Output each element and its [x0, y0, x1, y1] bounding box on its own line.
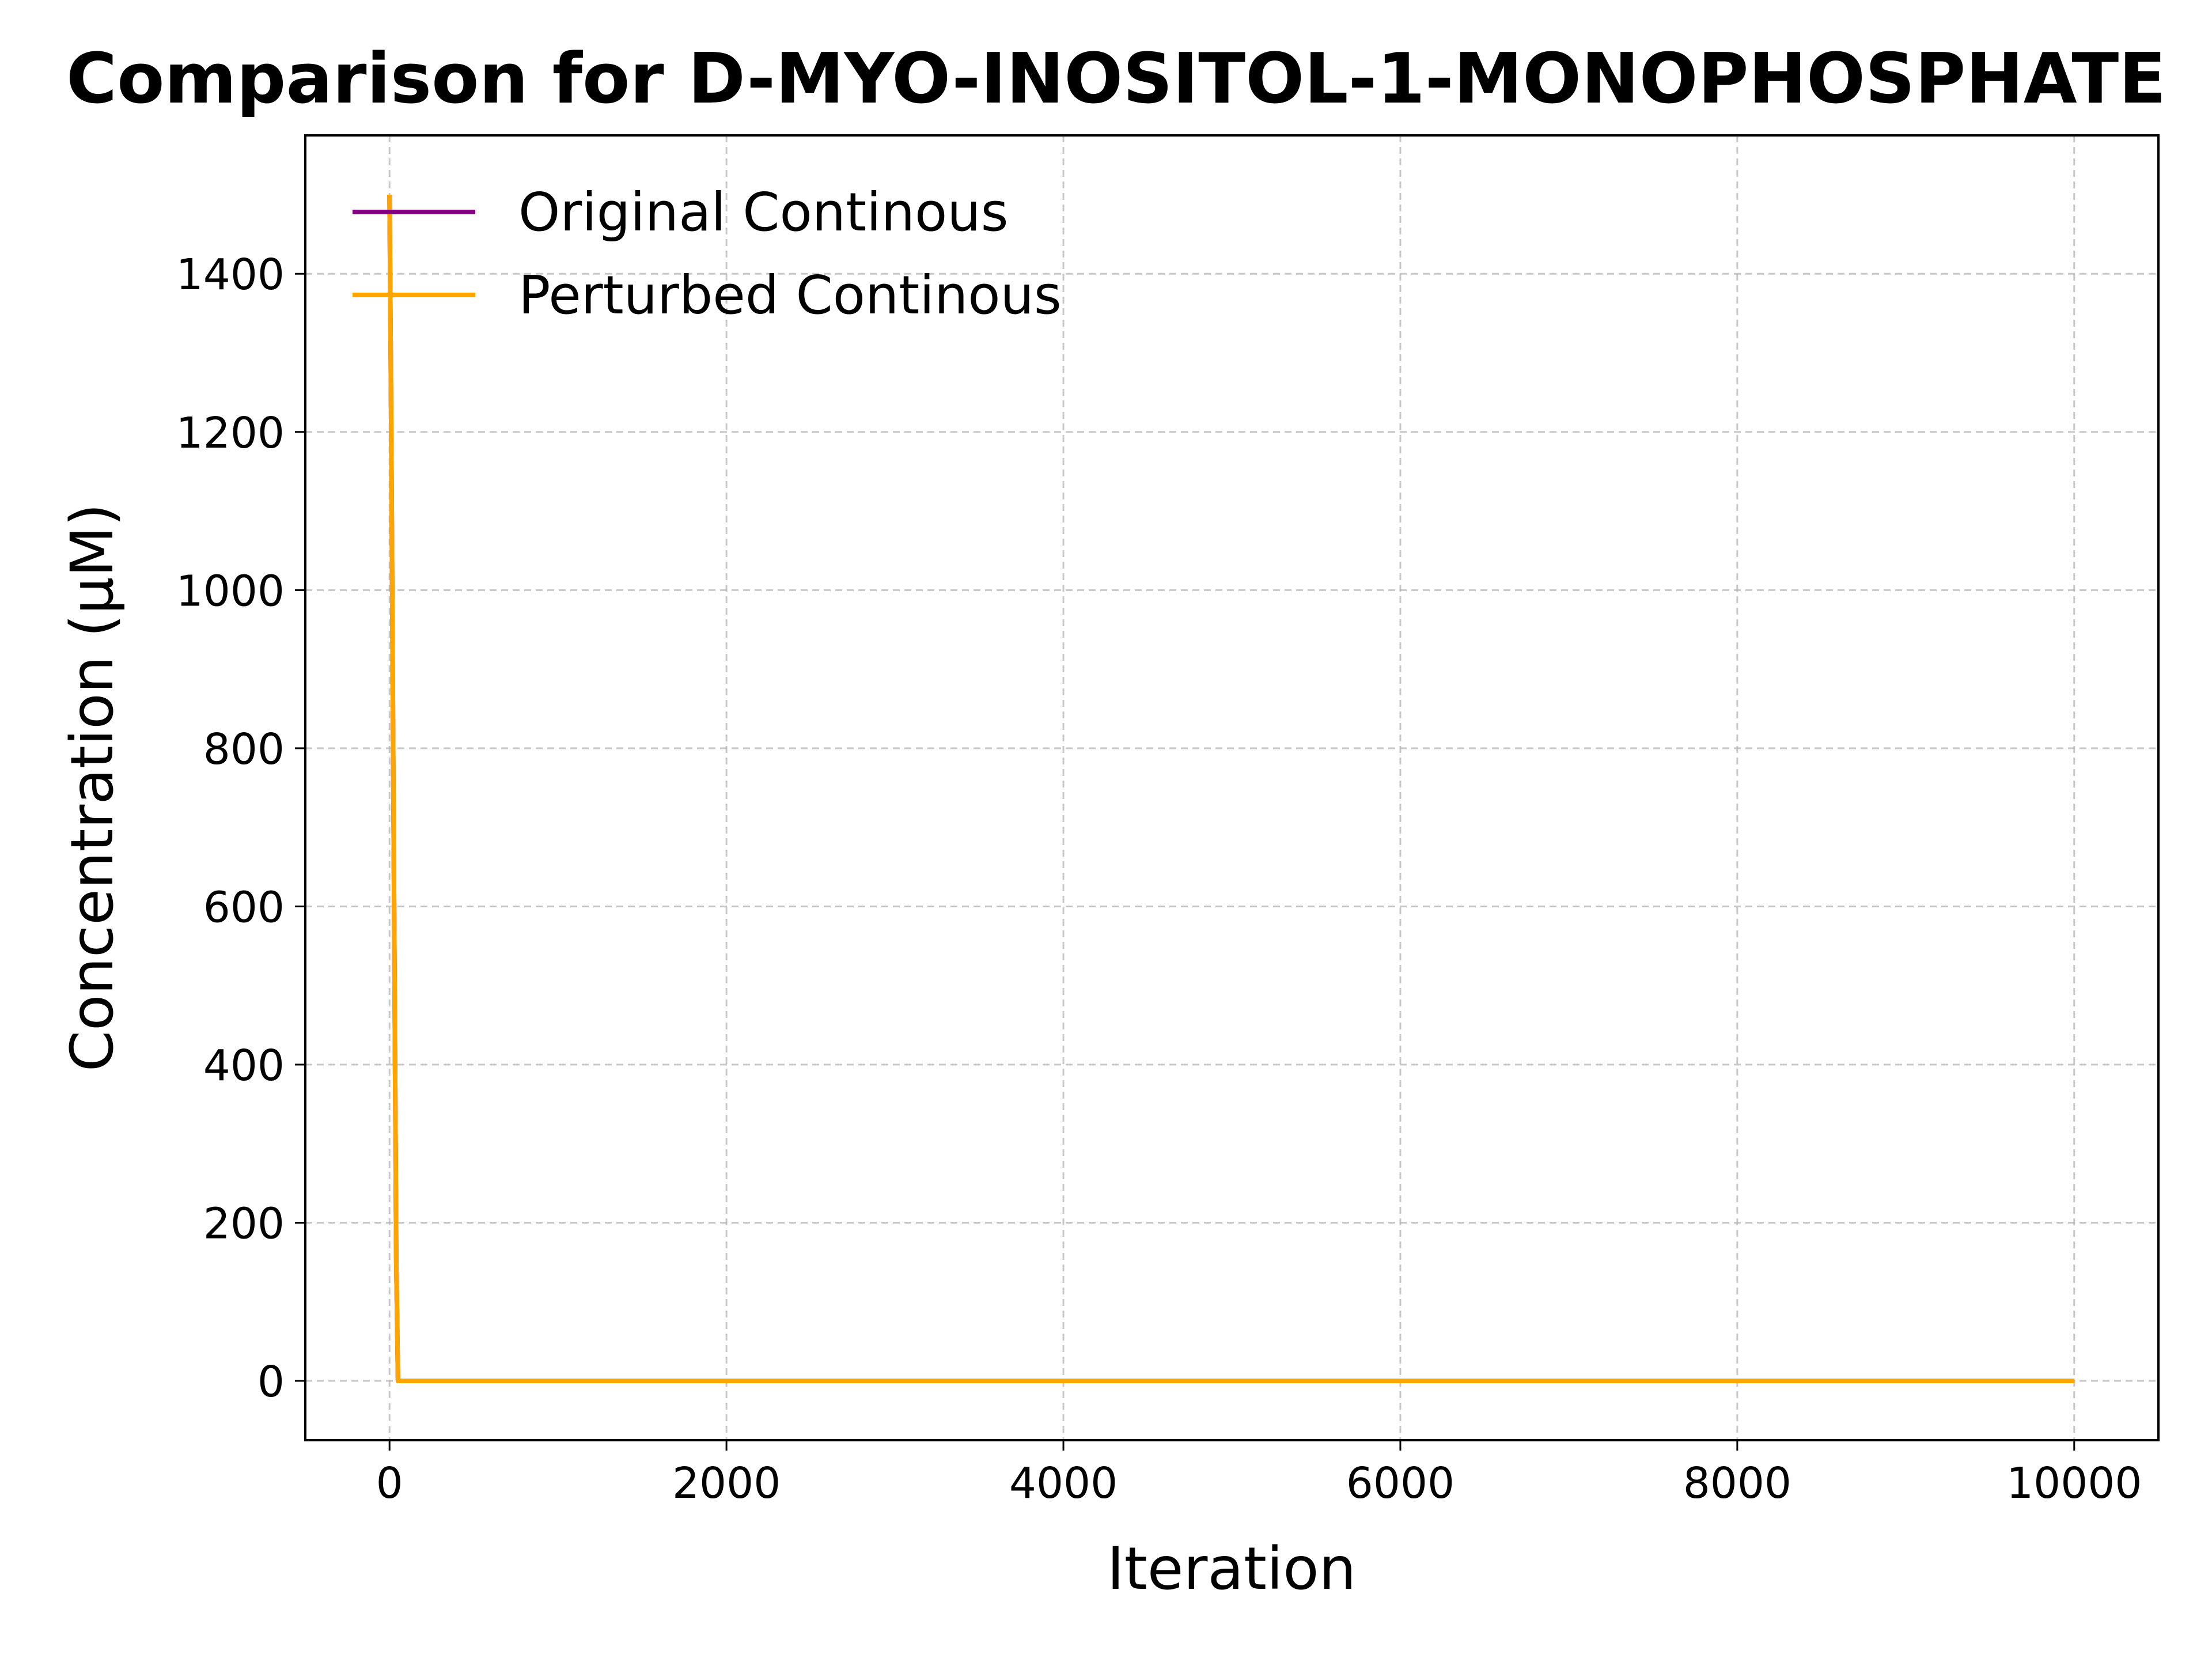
y-tick-label: 600 [203, 883, 285, 932]
legend: Original Continous Perturbed Continous [353, 181, 1062, 326]
x-tick-label: 0 [376, 1459, 403, 1508]
plot-frame [304, 134, 2160, 1441]
x-tick-label: 10000 [2006, 1459, 2142, 1508]
x-tick-label: 8000 [1683, 1459, 1791, 1508]
series-line-perturbed [387, 194, 2074, 1383]
x-tick-label: 2000 [672, 1459, 781, 1508]
chart-title: Comparison for D-MYO-INOSITOL-1-MONOPHOS… [66, 39, 2166, 119]
legend-label-original: Original Continous [518, 181, 1009, 243]
x-axis-label: Iteration [1107, 1535, 1357, 1603]
y-tick-label: 1200 [176, 408, 285, 458]
y-axis-label: Concentration (μM) [58, 503, 127, 1072]
y-tick-label: 200 [203, 1199, 285, 1249]
y-tick-label: 1400 [176, 250, 285, 300]
y-tick-label: 800 [203, 725, 285, 774]
legend-label-perturbed: Perturbed Continous [518, 264, 1062, 326]
x-tick-label: 4000 [1009, 1459, 1118, 1508]
y-tick-label: 1000 [176, 566, 285, 616]
series-layer [387, 194, 2074, 1383]
axis-ticks: 0 2000 4000 6000 8000 10000 0 200 400 600 800 1000 1… [176, 250, 2142, 1508]
x-tick-label: 6000 [1346, 1459, 1455, 1508]
y-tick-label: 0 [257, 1357, 285, 1407]
y-tick-label: 400 [203, 1041, 285, 1091]
